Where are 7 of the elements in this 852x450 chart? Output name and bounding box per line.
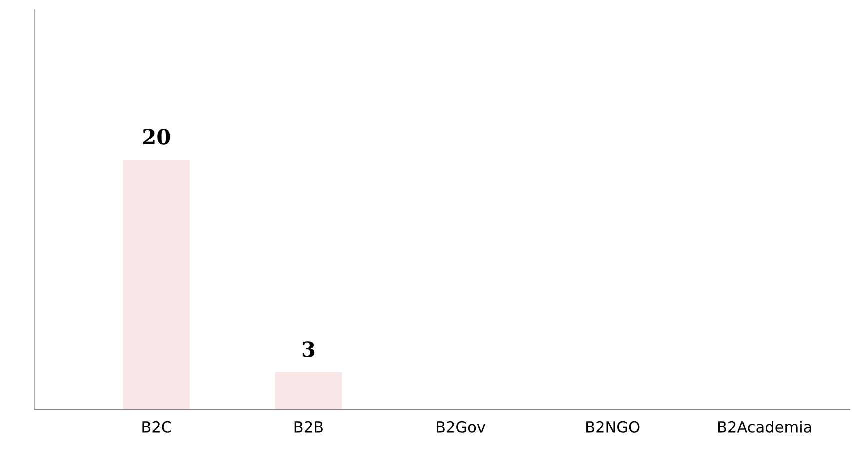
x-tick-label: B2Academia xyxy=(718,421,812,433)
x-tick-label: B2Gov xyxy=(437,421,486,433)
data-label: 3 xyxy=(302,342,315,358)
data-label: 20 xyxy=(144,129,170,145)
x-tick-label: B2B xyxy=(294,421,323,433)
x-tick-label: B2NGO xyxy=(586,421,640,433)
x-tick-label: B2C xyxy=(142,421,172,433)
